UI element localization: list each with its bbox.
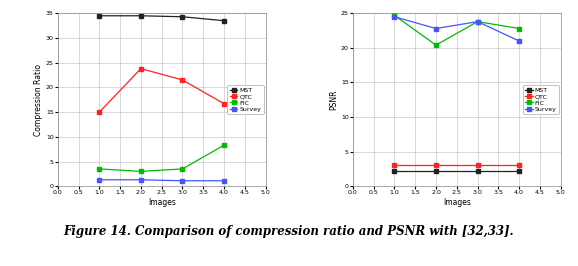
Line: MST: MST: [98, 14, 226, 23]
MST: [221, 19, 228, 22]
FIC: [391, 14, 398, 17]
Legend: MST, QTC, FIC, Survey: MST, QTC, FIC, Survey: [523, 85, 559, 114]
Line: QTC: QTC: [392, 163, 521, 167]
Survey: [432, 27, 439, 30]
MST: [391, 169, 398, 173]
FIC: [516, 27, 523, 30]
QTC: [432, 163, 439, 166]
QTC: [179, 78, 186, 82]
MST: [138, 14, 144, 17]
X-axis label: Images: Images: [443, 198, 470, 207]
Survey: [516, 39, 523, 43]
MST: [474, 169, 481, 173]
Line: Survey: Survey: [98, 178, 226, 183]
MST: [96, 14, 103, 17]
Survey: [138, 178, 144, 181]
Survey: [221, 179, 228, 182]
QTC: [221, 102, 228, 105]
QTC: [391, 163, 398, 166]
MST: [432, 169, 439, 173]
Legend: MST, QTC, FIC, Survey: MST, QTC, FIC, Survey: [228, 85, 264, 114]
FIC: [474, 20, 481, 23]
MST: [179, 15, 186, 18]
Survey: [96, 178, 103, 181]
QTC: [474, 163, 481, 166]
QTC: [96, 110, 103, 114]
FIC: [179, 167, 186, 171]
Line: Survey: Survey: [392, 15, 521, 43]
FIC: [221, 144, 228, 147]
QTC: [516, 163, 523, 166]
Survey: [474, 20, 481, 23]
Line: QTC: QTC: [98, 67, 226, 114]
Y-axis label: Compression Ratio: Compression Ratio: [34, 64, 43, 136]
X-axis label: Images: Images: [148, 198, 176, 207]
Survey: [179, 179, 186, 182]
Line: FIC: FIC: [392, 13, 521, 47]
Line: MST: MST: [392, 169, 521, 173]
Y-axis label: PSNR: PSNR: [329, 89, 338, 110]
MST: [516, 169, 523, 173]
QTC: [138, 67, 144, 70]
FIC: [432, 44, 439, 47]
Line: FIC: FIC: [98, 143, 226, 173]
Text: Figure 14. Comparison of compression ratio and PSNR with [32,33].: Figure 14. Comparison of compression rat…: [64, 225, 514, 238]
Survey: [391, 15, 398, 18]
FIC: [138, 170, 144, 173]
FIC: [96, 167, 103, 171]
